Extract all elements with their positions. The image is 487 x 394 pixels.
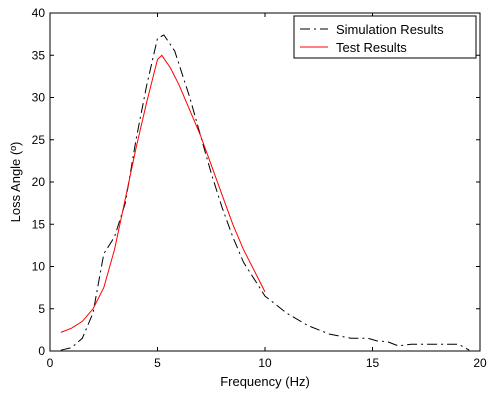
- series-group: [60, 34, 470, 351]
- series-line-simulation: [60, 34, 470, 351]
- x-tick-label: 0: [47, 356, 54, 370]
- y-tick-label: 5: [38, 302, 45, 316]
- y-tick-label: 0: [38, 344, 45, 358]
- y-tick-label: 35: [32, 48, 46, 62]
- legend-label: Simulation Results: [336, 22, 444, 37]
- series-line-test: [60, 54, 266, 333]
- x-tick-label: 10: [258, 356, 272, 370]
- legend-label: Test Results: [336, 40, 407, 55]
- plot-area: [49, 12, 481, 352]
- y-tick-label: 30: [32, 91, 46, 105]
- y-tick-label: 15: [32, 217, 46, 231]
- x-axis-label: Frequency (Hz): [220, 374, 310, 389]
- y-axis-label: Loss Angle (º): [8, 142, 23, 223]
- legend-box: [293, 15, 477, 59]
- y-tick-label: 40: [32, 6, 46, 20]
- x-tick-label: 5: [154, 356, 161, 370]
- x-tick-label: 20: [473, 356, 487, 370]
- y-tick-label: 20: [32, 175, 46, 189]
- ticks: 0 5 10 15 20 0 5 10 15 20 25 30 35 40: [32, 6, 487, 370]
- legend: Simulation Results Test Results: [293, 15, 477, 59]
- x-tick-label: 15: [366, 356, 380, 370]
- y-tick-label: 10: [32, 260, 46, 274]
- y-tick-label: 25: [32, 133, 46, 147]
